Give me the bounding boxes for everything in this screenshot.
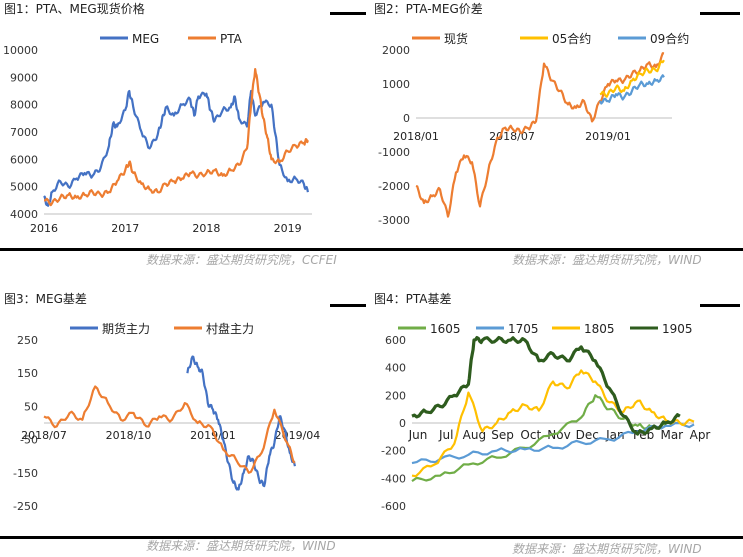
- legend-label: 1605: [430, 322, 461, 336]
- panel3-title: 图3：MEG基差: [4, 292, 87, 306]
- panel1-chart: 4000 5000 6000 7000 8000 9000 10000 2016 2017 201…: [0, 18, 370, 248]
- series-line-现货: [415, 52, 665, 218]
- y-tick-label: 5000: [10, 181, 38, 194]
- panel4-title: 图4：PTA基差: [374, 292, 452, 306]
- legend-label: 09合约: [650, 31, 689, 46]
- chart4-svg: -600 -400 -200 0 200 400 600 Jun Jul Aug Sep Oct Nov…: [381, 322, 711, 513]
- legend-label: 期货主力: [102, 321, 150, 336]
- legend-label: 1905: [662, 322, 693, 336]
- y-tick-label: 6000: [10, 153, 38, 166]
- panel1-title: 图1：PTA、MEG现货价格: [4, 2, 145, 16]
- panel2-title-bar: [700, 12, 740, 15]
- series-line-09合约: [599, 74, 665, 105]
- y-tick-label: 600: [385, 334, 406, 347]
- x-tick-label: 2018/01: [393, 130, 439, 143]
- y-tick-label: -200: [381, 445, 406, 458]
- y-tick-label: 250: [17, 334, 38, 347]
- y-tick-label: 7000: [10, 126, 38, 139]
- legend-label: 1705: [508, 322, 539, 336]
- x-tick-label: Jul: [438, 428, 453, 442]
- series-line-1805: [411, 369, 695, 478]
- x-tick-label: Sep: [491, 428, 514, 442]
- series-line-PTA: [43, 68, 309, 207]
- series-line-村盘主力: [43, 385, 296, 474]
- panel3-title-bar: [330, 304, 366, 307]
- x-tick-label: 2018/10: [106, 429, 152, 442]
- y-tick-label: 200: [385, 389, 406, 402]
- panel2-source: 数据来源：盛达期货研究院，WIND: [512, 253, 702, 267]
- legend-label: 村盘主力: [206, 321, 254, 336]
- legend-label: 1805: [584, 322, 615, 336]
- x-tick-label: Jan: [605, 428, 625, 442]
- legend-label: 05合约: [552, 31, 591, 46]
- y-tick-label: -600: [381, 500, 406, 513]
- y-tick-label: -50: [20, 434, 38, 447]
- x-tick-label: 2019: [274, 222, 302, 235]
- x-tick-label: 2018: [192, 222, 220, 235]
- x-tick-label: Jun: [408, 428, 428, 442]
- x-tick-label: Nov: [547, 428, 570, 442]
- x-tick-label: Dec: [576, 428, 599, 442]
- y-tick-label: -150: [13, 467, 38, 480]
- x-tick-label: 2017: [111, 222, 139, 235]
- panel2-chart: -3000 -2000 -1000 0 1000 2000 2018/01 2018/07 20…: [372, 18, 742, 248]
- divider-bottom: [0, 536, 743, 539]
- y-tick-label: -3000: [378, 214, 410, 227]
- y-tick-label: 8000: [10, 99, 38, 112]
- x-tick-label: 2019/01: [190, 429, 236, 442]
- y-tick-label: 4000: [10, 208, 38, 221]
- x-tick-label: Mar: [660, 428, 683, 442]
- series-line-MEG: [43, 89, 309, 207]
- panel4-chart: -600 -400 -200 0 200 400 600 Jun Jul Aug Sep Oct Nov…: [372, 310, 742, 535]
- series-line-1705: [411, 422, 695, 465]
- y-tick-label: 9000: [10, 71, 38, 84]
- panel3-source: 数据来源：盛达期货研究院，WIND: [146, 539, 336, 553]
- legend-label: MEG: [132, 32, 159, 46]
- panel4-title-bar: [700, 304, 740, 307]
- series-line-期货主力: [186, 355, 296, 491]
- chart1-svg: 4000 5000 6000 7000 8000 9000 10000 2016 2017 201…: [3, 32, 312, 235]
- y-tick-label: 10000: [3, 44, 38, 57]
- y-tick-label: -2000: [378, 180, 410, 193]
- panel1-title-bar: [330, 12, 366, 15]
- legend-label: 现货: [444, 31, 468, 46]
- y-tick-label: 400: [385, 362, 406, 375]
- series-line-1905: [411, 335, 681, 436]
- y-tick-label: -250: [13, 500, 38, 513]
- panel2-title: 图2：PTA-MEG价差: [374, 2, 483, 16]
- x-tick-label: 2019/01: [585, 130, 631, 143]
- y-tick-label: -400: [381, 472, 406, 485]
- y-tick-label: 0: [403, 112, 410, 125]
- y-tick-label: 150: [17, 367, 38, 380]
- panel1-source: 数据来源：盛达期货研究院，CCFEI: [146, 253, 337, 267]
- series-line-1605: [411, 394, 667, 483]
- legend-label: PTA: [220, 32, 243, 46]
- x-tick-label: Aug: [463, 428, 486, 442]
- x-tick-label: Apr: [690, 428, 711, 442]
- x-tick-label: 2018/07: [21, 429, 67, 442]
- panel3-chart: -250 -150 -50 50 150 250 2018/07 2018/10 2019/01…: [0, 310, 370, 535]
- panel4-source: 数据来源：盛达期货研究院，WIND: [512, 542, 702, 556]
- y-tick-label: 0: [399, 417, 406, 430]
- y-tick-label: -1000: [378, 146, 410, 159]
- series-line-05合约: [599, 59, 665, 98]
- chart3-svg: -250 -150 -50 50 150 250 2018/07 2018/10 2019/01…: [13, 321, 321, 513]
- x-tick-label: Oct: [520, 428, 541, 442]
- divider-top: [0, 248, 743, 251]
- x-tick-label: 2019/04: [275, 429, 321, 442]
- y-tick-label: 2000: [382, 44, 410, 57]
- y-tick-label: 50: [24, 400, 38, 413]
- x-tick-label: 2016: [30, 222, 58, 235]
- y-tick-label: 1000: [382, 78, 410, 91]
